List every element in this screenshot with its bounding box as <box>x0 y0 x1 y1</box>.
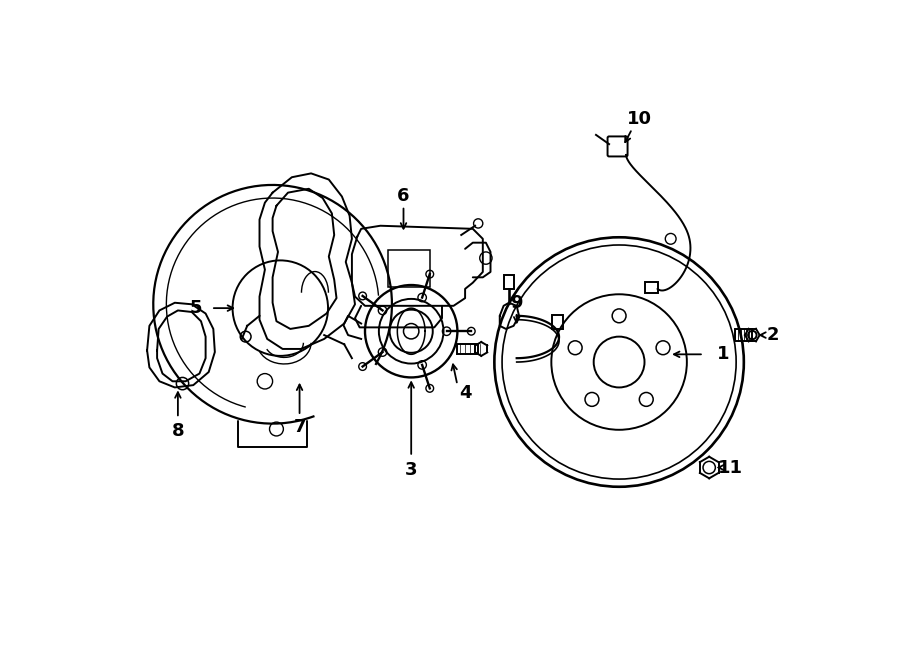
Text: 4: 4 <box>459 384 472 402</box>
Text: 1: 1 <box>716 346 729 363</box>
Text: 7: 7 <box>293 418 306 436</box>
Text: 11: 11 <box>718 459 743 477</box>
Text: 6: 6 <box>397 187 410 205</box>
Text: 3: 3 <box>405 461 418 479</box>
Text: 2: 2 <box>767 326 779 344</box>
Text: 5: 5 <box>189 299 202 317</box>
Text: 10: 10 <box>627 111 652 128</box>
Text: 8: 8 <box>172 422 184 440</box>
Text: 9: 9 <box>510 294 523 312</box>
